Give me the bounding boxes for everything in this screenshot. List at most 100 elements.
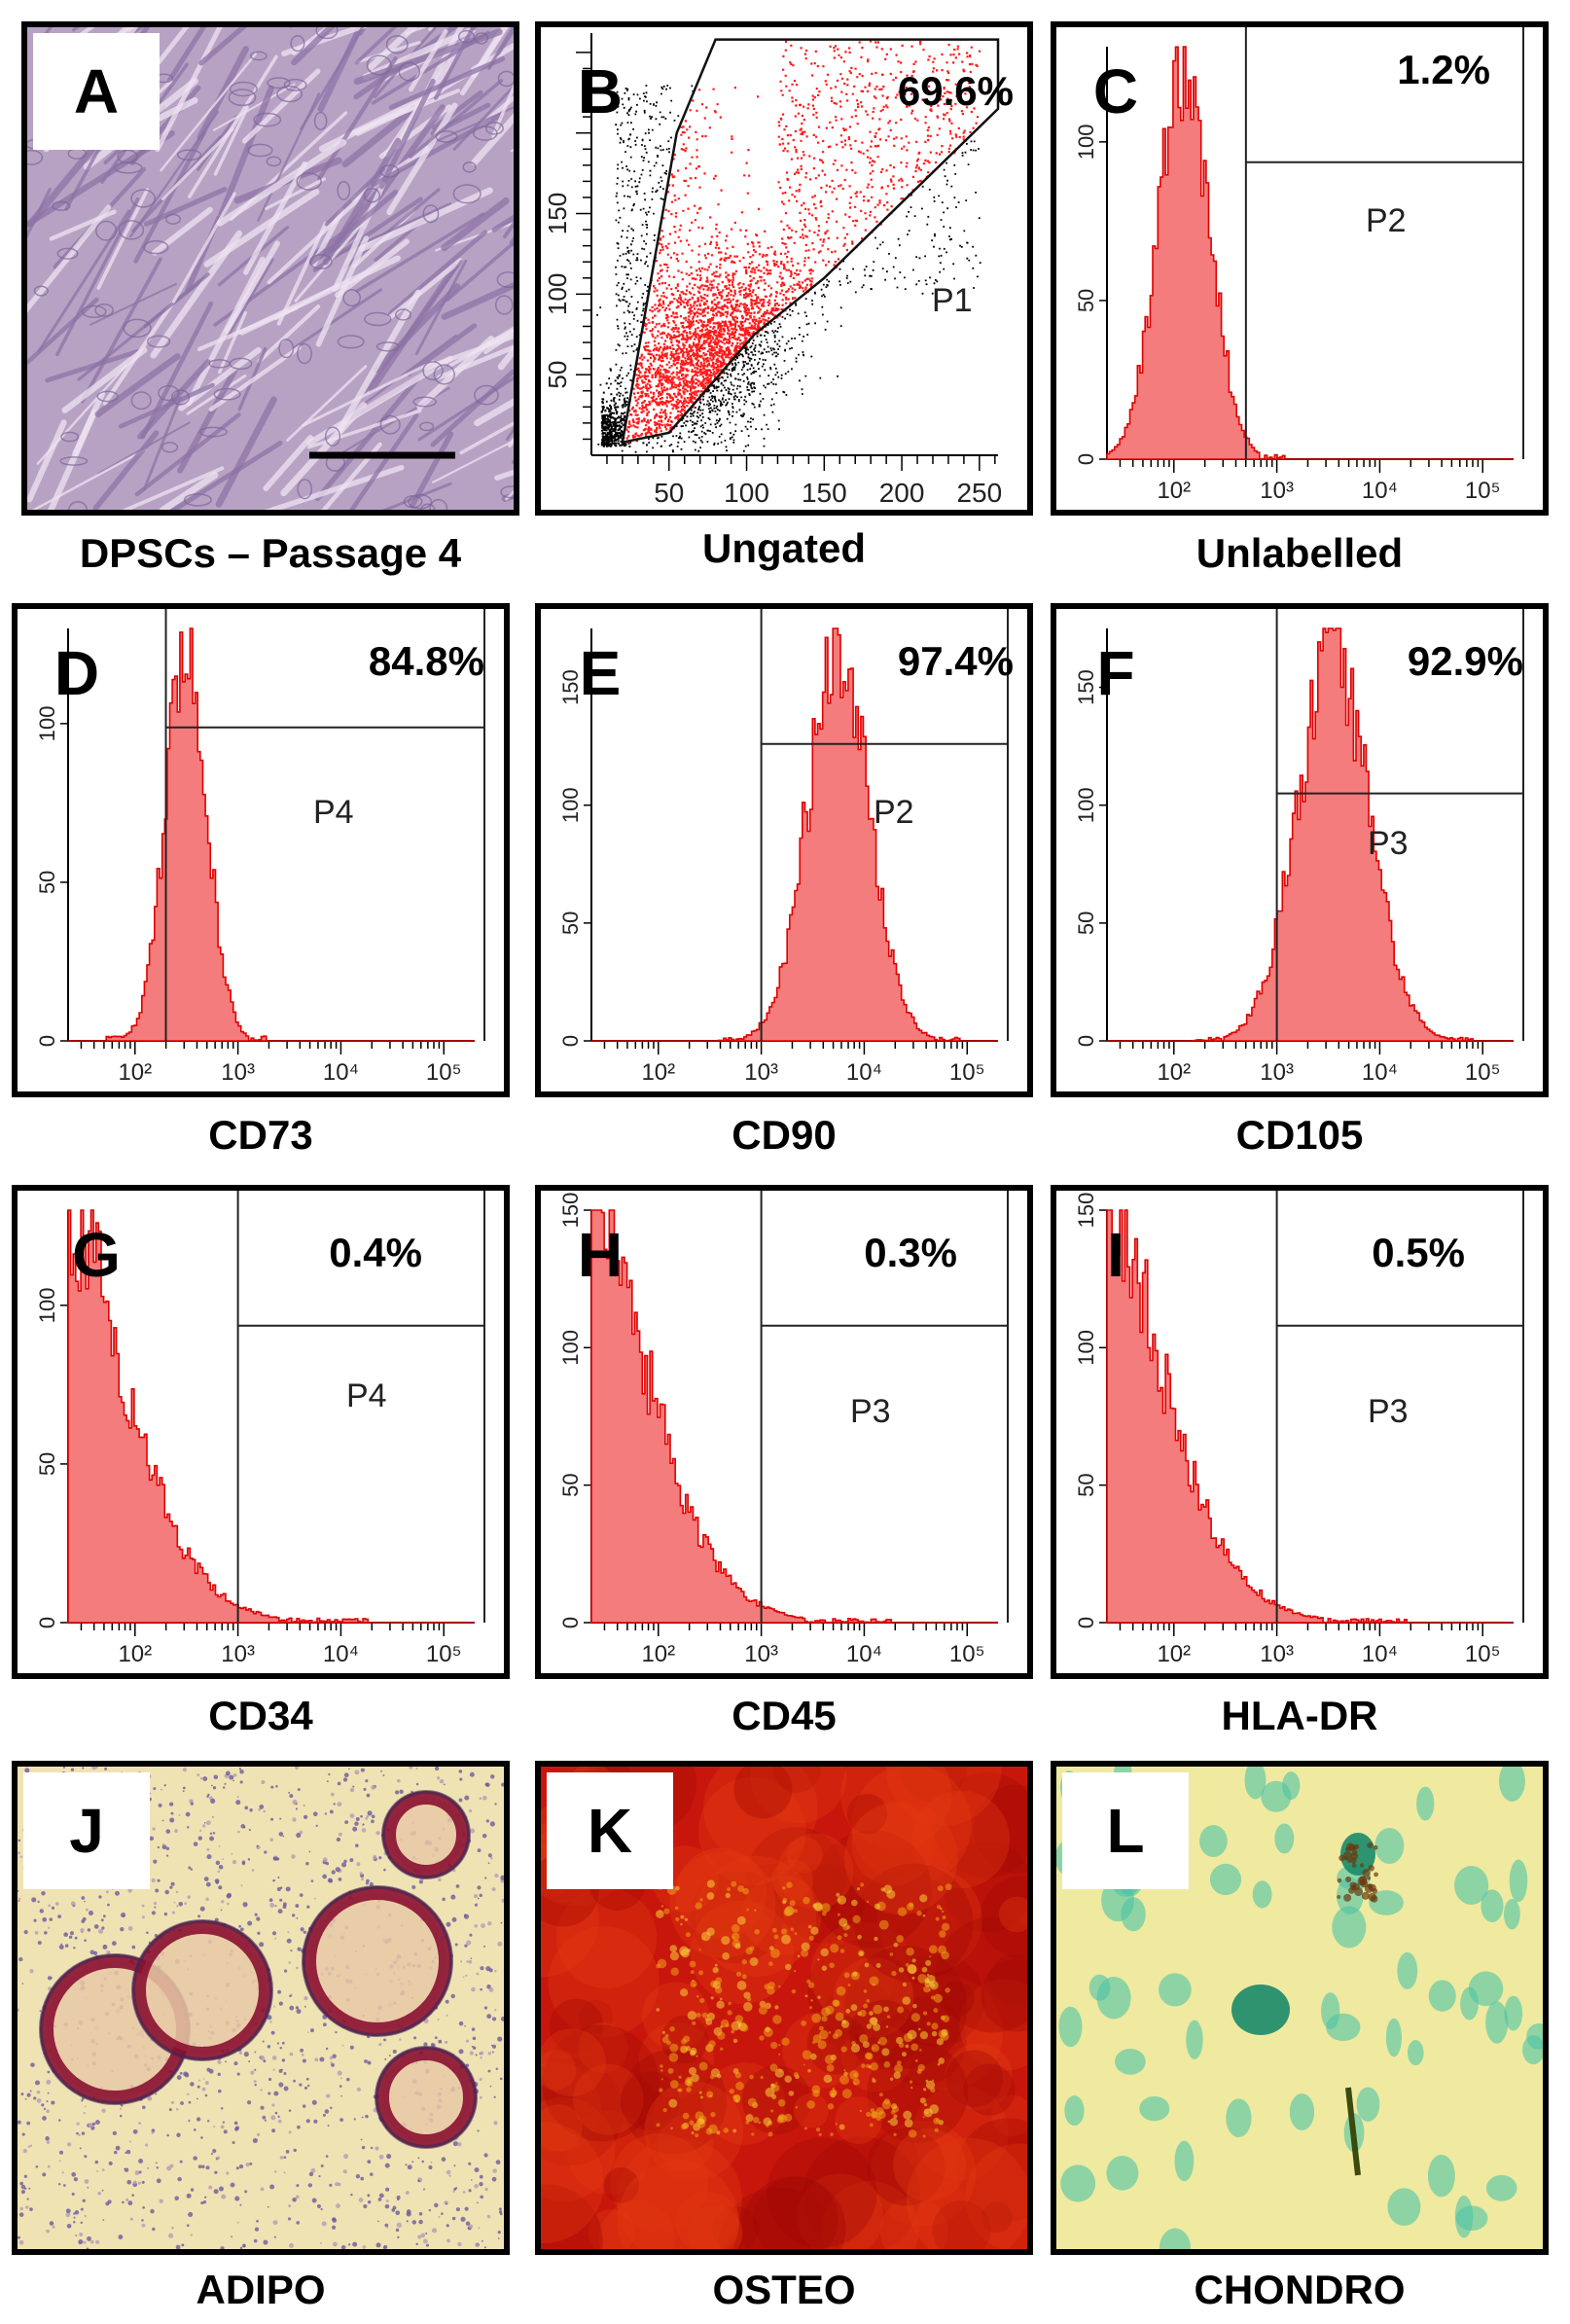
x-tick-label: 10⁵ [426, 1059, 462, 1086]
caption-j: ADIPO [196, 2267, 326, 2312]
y-tick-label: 50 [1074, 1473, 1098, 1496]
x-tick-label: 10⁵ [1465, 1059, 1501, 1086]
events-outside-gate [596, 85, 981, 453]
x-tick-label: 10³ [744, 1641, 778, 1667]
panel-d-histogram: 10² 10³ 10⁴ 10⁵ 0 50 100 D 84.8% P4 [12, 603, 510, 1097]
y-tick-label: 0 [1074, 1617, 1098, 1628]
panel-letter: I [1107, 1220, 1124, 1290]
x-tick-label: 10² [1157, 1641, 1191, 1667]
histogram-bars [68, 627, 475, 1042]
y-tick-label: 50 [558, 1473, 583, 1496]
y-tick-label: 150 [1074, 1193, 1098, 1229]
x-tick-label: 10² [641, 1641, 675, 1667]
events-inside-gate [625, 40, 981, 444]
panel-i-histogram: 10² 10³ 10⁴ 10⁵ 0 50 100 150 I 0.5% P3 [1051, 1185, 1549, 1679]
panel-letter: D [54, 638, 100, 708]
panel-h-histogram: 10² 10³ 10⁴ 10⁵ 0 50 100 150 H 0.3% P3 [535, 1185, 1033, 1679]
x-tick-label: 10² [118, 1641, 152, 1667]
y-tick-label: 100 [1074, 787, 1098, 823]
y-tick-label: 0 [1074, 453, 1098, 465]
x-tick-label: 10⁴ [1362, 478, 1398, 504]
gate-percent: 69.6% [897, 68, 1014, 114]
scatter-plot: 50 100 150 200 250 50 100 150 [543, 33, 1002, 508]
chondrogenic-stain-image [1056, 1767, 1543, 2249]
y-tick-label: 50 [1074, 912, 1098, 935]
x-tick-label: 10³ [744, 1059, 778, 1086]
panel-j-micrograph: J [12, 1761, 510, 2255]
panel-f-histogram: 10² 10³ 10⁴ 10⁵ 0 50 100 150 F 92.9% P3 [1051, 603, 1549, 1097]
panel-letter: E [579, 638, 622, 708]
y-tick-label: 100 [558, 1330, 583, 1366]
x-tick-label: 10⁴ [846, 1059, 882, 1086]
y-tick-label: 150 [543, 193, 572, 234]
gate-label: P4 [313, 794, 354, 831]
x-tick-label: 10³ [221, 1641, 255, 1667]
y-tick-label: 50 [1074, 289, 1098, 312]
x-tick-label: 10³ [221, 1059, 255, 1086]
x-tick-label: 150 [802, 478, 847, 508]
histogram-bars [67, 1209, 475, 1624]
panel-letter: C [1092, 56, 1139, 126]
x-tick-label: 50 [654, 478, 684, 508]
panel-letter: H [577, 1220, 624, 1290]
x-tick-label: 10⁵ [949, 1059, 985, 1086]
y-tick-label: 50 [558, 912, 583, 935]
panel-letter: B [577, 56, 624, 126]
histogram-plot: 10² 10³ 10⁴ 10⁵ 0 50 100 150 [1074, 1191, 1524, 1667]
caption-a: DPSCs – Passage 4 [79, 530, 462, 576]
histogram-bars [591, 627, 998, 1042]
panel-letter: A [33, 33, 160, 150]
panel-e-histogram: 10² 10³ 10⁴ 10⁵ 0 50 100 150 E 97.4% P2 [535, 603, 1033, 1097]
x-tick-label: 10⁵ [426, 1641, 462, 1667]
y-tick-label: 100 [35, 705, 59, 741]
y-tick-label: 0 [558, 1617, 583, 1628]
gate-label: P1 [932, 282, 973, 319]
y-tick-label: 50 [543, 361, 572, 389]
gate-percent: 92.9% [1407, 638, 1523, 684]
x-tick-label: 250 [956, 478, 1002, 508]
histogram-bars [1106, 1209, 1514, 1624]
y-tick-label: 50 [35, 1452, 59, 1476]
x-tick-label: 10² [118, 1059, 152, 1086]
panel-letter: L [1062, 1772, 1189, 1889]
histogram-plot: 10² 10³ 10⁴ 10⁵ 0 50 100 150 [558, 1191, 1009, 1667]
histogram-plot: 10² 10³ 10⁴ 10⁵ 0 50 100 [1074, 27, 1524, 504]
x-tick-label: 100 [724, 478, 769, 508]
x-tick-label: 10³ [1260, 478, 1294, 504]
histogram-plot: 10² 10³ 10⁴ 10⁵ 0 50 100 [35, 609, 485, 1086]
x-tick-label: 10² [1157, 478, 1191, 504]
caption-b: Ungated [702, 525, 866, 571]
panel-g-histogram: 10² 10³ 10⁴ 10⁵ 0 50 100 G 0.4% P4 [12, 1185, 510, 1679]
caption-l: CHONDRO [1194, 2267, 1406, 2312]
y-tick-label: 150 [558, 669, 583, 705]
cell-culture-image [27, 27, 514, 510]
gate-label: P3 [1368, 825, 1409, 862]
gate-percent: 97.4% [897, 638, 1014, 684]
caption-e: CD90 [731, 1112, 837, 1158]
x-tick-label: 10⁴ [1362, 1641, 1398, 1667]
x-tick-label: 200 [879, 478, 925, 508]
gate-percent: 0.3% [864, 1230, 957, 1275]
gate-label: P2 [874, 794, 914, 831]
caption-h: CD45 [731, 1693, 837, 1738]
panel-a-micrograph: A [21, 21, 519, 516]
caption-f: CD105 [1235, 1112, 1364, 1158]
histogram-plot: 10² 10³ 10⁴ 10⁵ 0 50 100 150 [1074, 609, 1524, 1086]
gate-percent: 84.8% [368, 638, 484, 684]
x-tick-label: 10³ [1260, 1641, 1294, 1667]
caption-c: Unlabelled [1195, 530, 1404, 576]
panel-letter: J [23, 1772, 150, 1889]
x-tick-label: 10² [641, 1059, 675, 1086]
gate-percent: 0.4% [329, 1230, 422, 1275]
caption-k: OSTEO [712, 2267, 856, 2312]
x-tick-label: 10⁵ [1465, 478, 1501, 504]
y-tick-label: 100 [558, 787, 583, 823]
osteogenic-stain-image [541, 1767, 1027, 2249]
gate-label: P3 [1368, 1393, 1409, 1430]
panel-letter: F [1096, 638, 1135, 708]
gate-polygon [621, 38, 1000, 445]
gate-label: P2 [1366, 202, 1407, 239]
panel-k-micrograph: K [535, 1761, 1033, 2255]
y-tick-label: 100 [35, 1287, 59, 1323]
x-tick-label: 10⁵ [949, 1641, 985, 1667]
